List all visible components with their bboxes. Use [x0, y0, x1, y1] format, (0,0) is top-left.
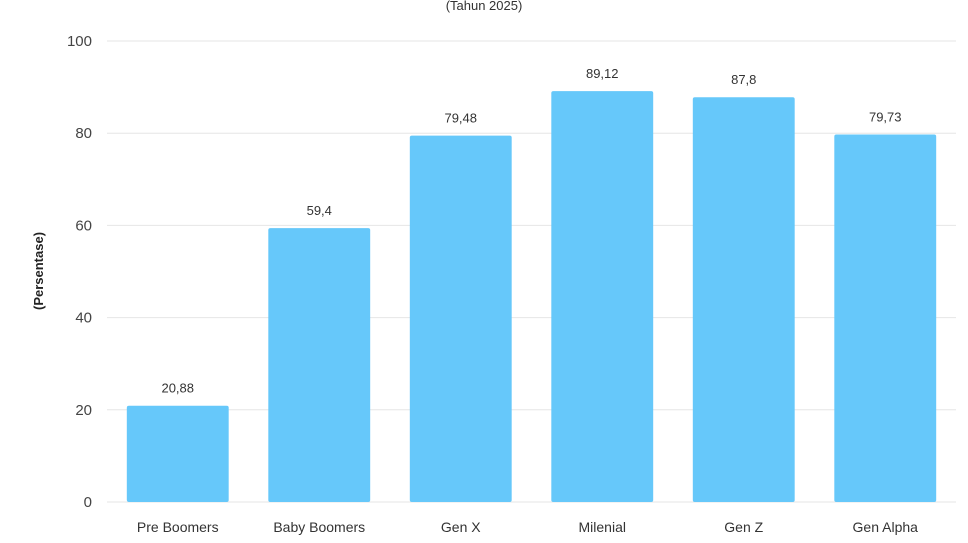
y-tick-label: 80: [75, 125, 92, 142]
data-label: 79,73: [869, 109, 902, 124]
bar: [126, 405, 229, 502]
x-tick-label: Pre Boomers: [137, 519, 219, 535]
data-label: 20,88: [161, 381, 194, 396]
x-tick-label: Gen X: [441, 519, 481, 535]
data-labels: 20,88 59,4 79,48 89,12 87,8 79,73: [161, 66, 901, 396]
data-label: 79,48: [444, 111, 477, 126]
x-tick-label: Gen Z: [724, 519, 763, 535]
chart-subtitle: (Tahun 2025): [446, 0, 523, 13]
data-label: 89,12: [586, 66, 619, 81]
y-axis-ticks: 0 20 40 60 80 100: [67, 33, 92, 511]
y-tick-label: 60: [75, 217, 92, 234]
bar: [268, 228, 371, 502]
x-tick-label: Gen Alpha: [853, 519, 919, 535]
y-tick-label: 40: [75, 310, 92, 327]
bars: [126, 91, 937, 502]
y-tick-label: 0: [84, 494, 92, 511]
data-label: 87,8: [731, 72, 756, 87]
x-tick-label: Baby Boomers: [273, 519, 365, 535]
y-tick-label: 100: [67, 33, 92, 50]
bar: [551, 91, 654, 502]
x-axis-ticks: Pre Boomers Baby Boomers Gen X Milenial Gen …: [137, 519, 918, 535]
bar: [409, 135, 512, 502]
y-axis-label: (Persentase): [31, 232, 46, 310]
y-tick-label: 20: [75, 402, 92, 419]
data-label: 59,4: [307, 203, 332, 218]
x-tick-label: Milenial: [579, 519, 626, 535]
bar: [692, 97, 795, 502]
gridlines: [107, 40, 956, 503]
bar: [834, 134, 937, 502]
